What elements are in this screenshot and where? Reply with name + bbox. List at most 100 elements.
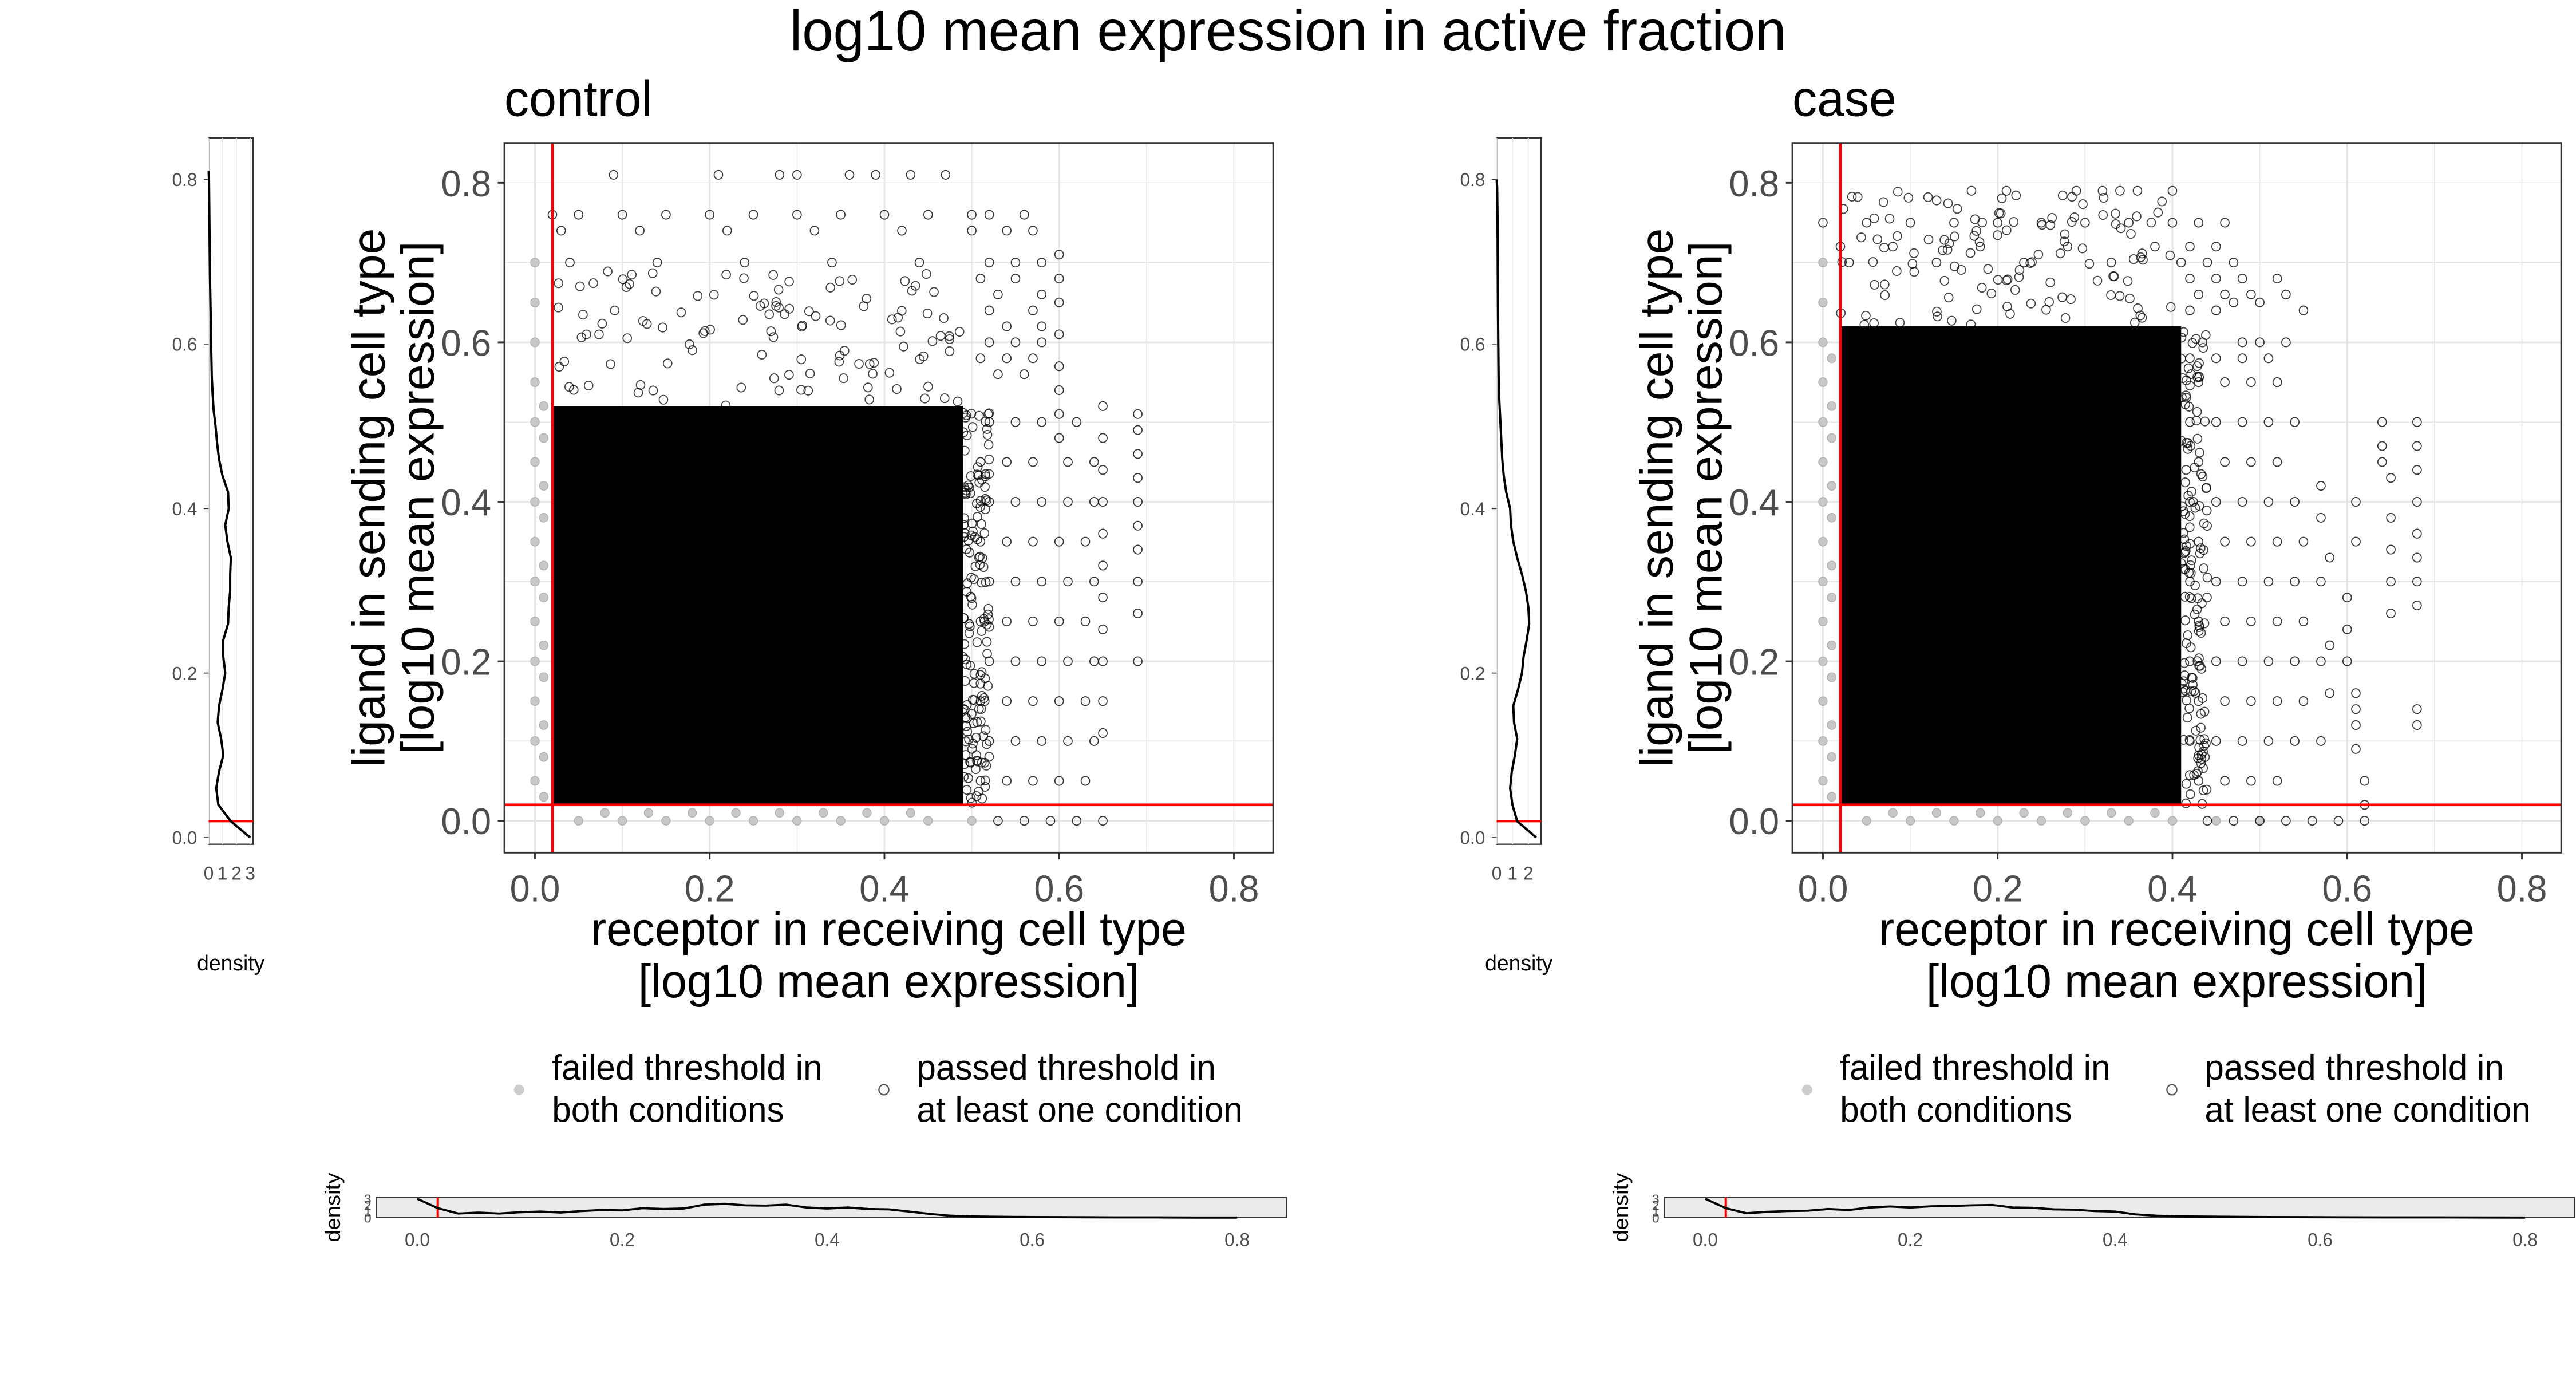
passed-point [2179, 548, 2189, 558]
passed-point [854, 358, 864, 369]
passed-point [769, 373, 779, 384]
passed-point [583, 380, 594, 390]
passed-point [1133, 608, 1143, 619]
passed-point [962, 700, 972, 710]
passed-point [967, 518, 977, 528]
passed-point [836, 210, 846, 220]
failed-point [2019, 808, 2029, 818]
passed-point [1054, 297, 1064, 307]
passed-point [962, 430, 972, 440]
density-y-axis-title: density [1485, 951, 1552, 975]
density-x-y-tick-label: 0 [364, 1210, 372, 1225]
passed-point [2290, 736, 2300, 746]
passed-point [2092, 275, 2103, 286]
passed-point [2194, 457, 2204, 467]
passed-point [971, 750, 982, 760]
passed-point [1063, 736, 1073, 746]
passed-point [2412, 577, 2422, 587]
passed-point [961, 750, 971, 760]
passed-point [2194, 377, 2204, 388]
density-x-tick-label: 0.6 [1020, 1229, 1045, 1250]
x-tick-label: 0.0 [1798, 868, 1848, 910]
passed-point [2211, 353, 2221, 364]
passed-point [982, 424, 992, 434]
passed-point [958, 652, 968, 662]
passed-point [2220, 776, 2230, 786]
passed-point [1037, 496, 1047, 507]
passed-point [2180, 591, 2190, 602]
failed-point [1888, 808, 1898, 818]
passed-point [963, 480, 973, 491]
passed-point [2246, 616, 2256, 626]
passed-point [648, 385, 658, 396]
passed-point [1880, 290, 1890, 301]
passed-point [959, 528, 970, 538]
passed-point [920, 393, 930, 404]
passed-point [738, 315, 748, 325]
y-axis-title: ligand in sending cell type [1631, 228, 1682, 768]
passed-point [2189, 686, 2199, 696]
passed-point [2187, 338, 2198, 348]
passed-point [1002, 696, 1012, 706]
passed-point [923, 381, 933, 392]
y-tick-label: 0.8 [441, 163, 491, 204]
passed-point [1037, 321, 1047, 331]
passed-point [2198, 763, 2208, 773]
failed-point [530, 417, 540, 427]
passed-point [939, 393, 950, 404]
passed-point [1054, 385, 1064, 396]
panel-title: control [504, 71, 652, 127]
passed-point [2196, 627, 2206, 638]
x-tick-label: 0.8 [1209, 868, 1259, 910]
passed-point [642, 319, 652, 329]
failed-point [1827, 720, 1836, 730]
failed-point [1976, 808, 1985, 818]
density-y-curve [1495, 179, 1537, 839]
density-x-axis-title: density [1609, 1173, 1633, 1242]
passed-point [2077, 243, 2088, 254]
passed-point [1028, 226, 1038, 236]
failed-point [836, 816, 846, 826]
density-x-curve [1705, 1198, 2526, 1219]
passed-point [768, 332, 779, 342]
passed-point [963, 773, 973, 783]
passed-point [2237, 337, 2247, 348]
passed-point [768, 270, 778, 280]
failed-point [530, 258, 540, 267]
passed-point [899, 341, 908, 352]
passed-point [2184, 703, 2194, 713]
passed-point [2179, 676, 2188, 686]
passed-point [651, 286, 661, 297]
passed-point [796, 354, 807, 365]
passed-point [2181, 798, 2191, 808]
passed-point [959, 759, 970, 769]
passed-point [2167, 185, 2178, 196]
passed-point [2386, 608, 2396, 619]
passed-point [844, 169, 855, 180]
passed-point [977, 519, 986, 529]
passed-point [1054, 361, 1064, 372]
passed-point [982, 619, 992, 630]
passed-point [983, 681, 993, 691]
passed-point [662, 358, 673, 369]
failed-point [1827, 433, 1836, 443]
passed-point [2290, 656, 2300, 666]
passed-point [1870, 279, 1879, 290]
passed-point [2153, 207, 2163, 218]
passed-point [1054, 616, 1064, 626]
failed-point [539, 401, 548, 411]
passed-point [2183, 491, 2193, 501]
passed-point [2106, 290, 2116, 301]
passed-point [2194, 626, 2204, 636]
passed-point [1072, 816, 1082, 826]
passed-point [2195, 448, 2204, 458]
passed-point [564, 382, 574, 392]
passed-point [966, 793, 976, 803]
passed-point [1133, 425, 1143, 435]
passed-point [2185, 736, 2195, 746]
passed-point [2185, 242, 2195, 252]
passed-point [1010, 736, 1021, 746]
passed-point [2202, 784, 2212, 795]
